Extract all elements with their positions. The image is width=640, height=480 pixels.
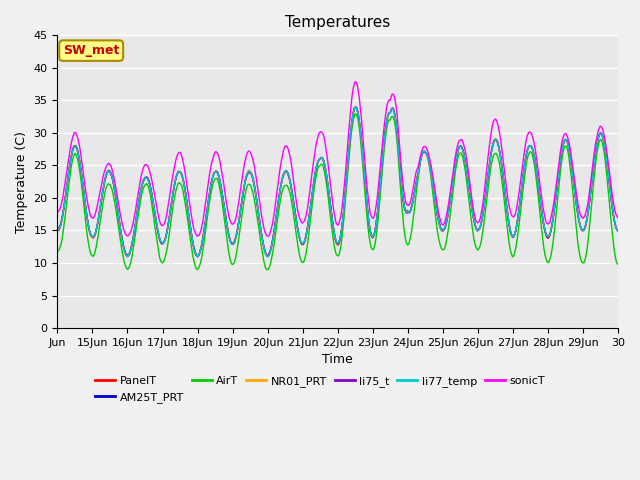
- sonicT: [614, 215, 622, 220]
- li77_temp: [250, 180, 258, 186]
- sonicT: [272, 197, 280, 203]
- AM25T_PRT: [54, 228, 61, 233]
- li75_t: [397, 176, 404, 182]
- PanelT: [352, 104, 360, 110]
- AM25T_PRT: [397, 176, 404, 181]
- AirT: [272, 228, 280, 234]
- AM25T_PRT: [429, 178, 436, 184]
- NR01_PRT: [614, 228, 622, 233]
- NR01_PRT: [223, 222, 231, 228]
- NR01_PRT: [352, 104, 360, 109]
- sonicT: [222, 198, 230, 204]
- Line: NR01_PRT: NR01_PRT: [58, 107, 618, 257]
- AirT: [119, 253, 127, 259]
- li77_temp: [54, 227, 61, 233]
- li75_t: [614, 228, 622, 234]
- Y-axis label: Temperature (C): Temperature (C): [15, 131, 28, 233]
- PanelT: [119, 242, 127, 248]
- PanelT: [251, 185, 259, 191]
- Line: sonicT: sonicT: [58, 82, 618, 236]
- li77_temp: [614, 228, 622, 233]
- PanelT: [54, 226, 61, 231]
- li77_temp: [264, 254, 272, 260]
- AirT: [429, 186, 436, 192]
- sonicT: [119, 225, 127, 231]
- AirT: [54, 248, 61, 253]
- li75_t: [272, 216, 280, 222]
- NR01_PRT: [272, 216, 280, 222]
- PanelT: [194, 254, 202, 260]
- Legend: PanelT, AM25T_PRT, AirT, NR01_PRT, li75_t, li77_temp, sonicT: PanelT, AM25T_PRT, AirT, NR01_PRT, li75_…: [91, 372, 549, 407]
- AM25T_PRT: [124, 253, 131, 259]
- li77_temp: [429, 178, 436, 184]
- li75_t: [119, 242, 127, 248]
- AM25T_PRT: [272, 216, 280, 222]
- X-axis label: Time: Time: [323, 353, 353, 366]
- PanelT: [429, 178, 436, 184]
- NR01_PRT: [54, 228, 61, 233]
- li77_temp: [222, 218, 230, 224]
- AM25T_PRT: [251, 184, 259, 190]
- li77_temp: [272, 216, 280, 221]
- AirT: [222, 231, 230, 237]
- sonicT: [250, 162, 258, 168]
- li75_t: [429, 178, 436, 183]
- AM25T_PRT: [223, 222, 231, 228]
- li77_temp: [397, 176, 404, 182]
- NR01_PRT: [429, 178, 436, 184]
- li75_t: [251, 185, 259, 191]
- NR01_PRT: [251, 185, 259, 191]
- li77_temp: [119, 243, 127, 249]
- PanelT: [272, 216, 280, 222]
- sonicT: [352, 79, 360, 84]
- sonicT: [54, 208, 61, 214]
- AM25T_PRT: [352, 104, 360, 109]
- AM25T_PRT: [119, 242, 127, 248]
- AirT: [264, 267, 272, 273]
- AirT: [352, 111, 360, 117]
- sonicT: [429, 169, 436, 175]
- Line: AirT: AirT: [58, 114, 618, 270]
- Line: AM25T_PRT: AM25T_PRT: [58, 107, 618, 256]
- NR01_PRT: [194, 254, 202, 260]
- li75_t: [223, 222, 231, 228]
- sonicT: [397, 159, 404, 165]
- sonicT: [264, 233, 272, 239]
- li75_t: [194, 253, 202, 259]
- li75_t: [54, 228, 61, 233]
- AirT: [250, 195, 258, 201]
- AirT: [614, 262, 622, 267]
- PanelT: [614, 228, 622, 234]
- Title: Temperatures: Temperatures: [285, 15, 390, 30]
- li75_t: [352, 104, 360, 110]
- AM25T_PRT: [614, 228, 622, 233]
- Text: SW_met: SW_met: [63, 44, 120, 57]
- PanelT: [397, 178, 404, 183]
- Line: PanelT: PanelT: [58, 107, 618, 257]
- NR01_PRT: [119, 243, 127, 249]
- NR01_PRT: [397, 177, 404, 182]
- PanelT: [223, 223, 231, 229]
- Line: li77_temp: li77_temp: [58, 107, 618, 257]
- li77_temp: [352, 104, 360, 110]
- Line: li75_t: li75_t: [58, 107, 618, 256]
- AirT: [397, 192, 404, 198]
